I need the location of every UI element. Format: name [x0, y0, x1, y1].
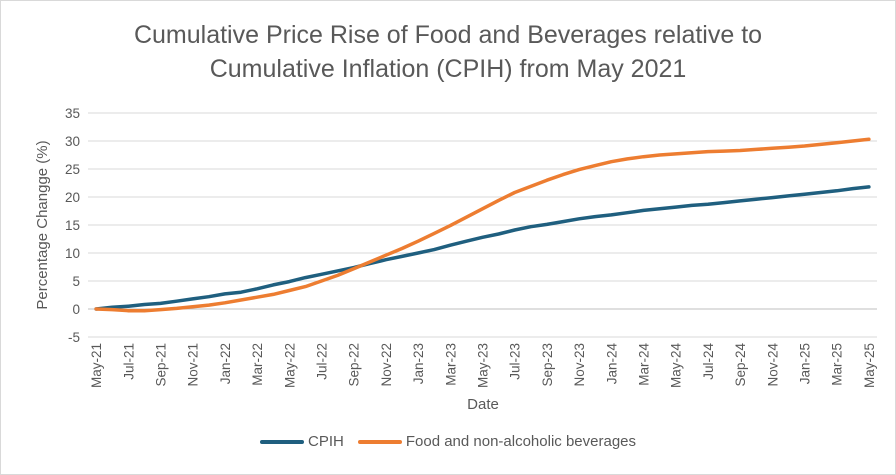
x-tick-label: May-24 [669, 343, 684, 389]
x-tick-label: Sep-21 [153, 343, 168, 387]
x-tick-label: Jan-25 [798, 343, 813, 384]
x-tick-label: Jul-21 [121, 343, 136, 380]
x-tick-label: Jan-24 [604, 343, 619, 385]
x-tick-label: Jul-24 [701, 343, 716, 380]
x-tick-label: May-22 [282, 343, 297, 388]
y-tick-label: 15 [65, 218, 80, 233]
x-tick-label: Mar-25 [830, 343, 845, 386]
series-line-food [94, 137, 871, 313]
y-tick-label: 25 [65, 162, 80, 177]
y-tick-label: 35 [65, 106, 80, 121]
y-tick-label: 10 [65, 246, 80, 261]
chart-title-line-1: Cumulative Price Rise of Food and Bevera… [133, 21, 763, 49]
legend-label-food: Food and non-alcoholic beverages [405, 433, 636, 450]
y-tick-label: -5 [68, 330, 80, 345]
x-tick-label: Nov-24 [765, 343, 780, 387]
y-tick-label: 30 [65, 134, 80, 149]
series-lines [94, 137, 871, 313]
x-tick-label: Nov-21 [186, 343, 201, 387]
x-tick-label: Jul-23 [508, 343, 523, 380]
x-tick-label: Jan-22 [218, 343, 233, 384]
x-tick-labels: May-21 Jul-21 Sep-21 Nov-21 Jan-22 Mar-22 May-… [89, 343, 877, 389]
x-tick-label: May-23 [476, 343, 491, 388]
y-tick-label: 5 [72, 274, 80, 289]
x-tick-label: Sep-24 [733, 343, 748, 387]
gridlines [88, 112, 877, 338]
x-tick-label: May-25 [862, 343, 877, 388]
x-tick-label: Mar-23 [443, 343, 458, 386]
legend-item-food: Food and non-alcoholic beverages [357, 433, 636, 450]
x-axis-title: Date [467, 396, 499, 413]
series-line-cpih [94, 185, 871, 311]
legend-swatch-food [357, 439, 402, 444]
x-tick-label: Sep-22 [347, 343, 362, 387]
chart-title: Cumulative Price Rise of Food and Bevera… [0, 18, 896, 86]
y-tick-label: 0 [72, 302, 80, 317]
y-axis-title: Percentage Changge (%) [34, 140, 51, 309]
x-tick-label: Nov-23 [572, 343, 587, 387]
legend: CPIH Food and non-alcoholic beverages [0, 433, 896, 450]
x-tick-label: Jan-23 [411, 343, 426, 384]
y-tick-labels: -5 0 5 10 15 20 25 30 35 [65, 106, 80, 345]
legend-swatch-cpih [260, 439, 304, 444]
legend-label-cpih: CPIH [308, 433, 344, 450]
x-tick-label: Nov-22 [379, 343, 394, 387]
chart-title-line-2: Cumulative Inflation (CPIH) from May 202… [209, 55, 687, 83]
x-tick-label: Sep-23 [540, 343, 555, 387]
x-tick-label: May-21 [89, 343, 104, 388]
y-tick-label: 20 [65, 190, 80, 205]
legend-item-cpih: CPIH [260, 433, 344, 450]
x-tick-label: Mar-24 [637, 343, 652, 386]
x-tick-label: Mar-22 [250, 343, 265, 386]
x-tick-label: Jul-22 [314, 343, 329, 380]
